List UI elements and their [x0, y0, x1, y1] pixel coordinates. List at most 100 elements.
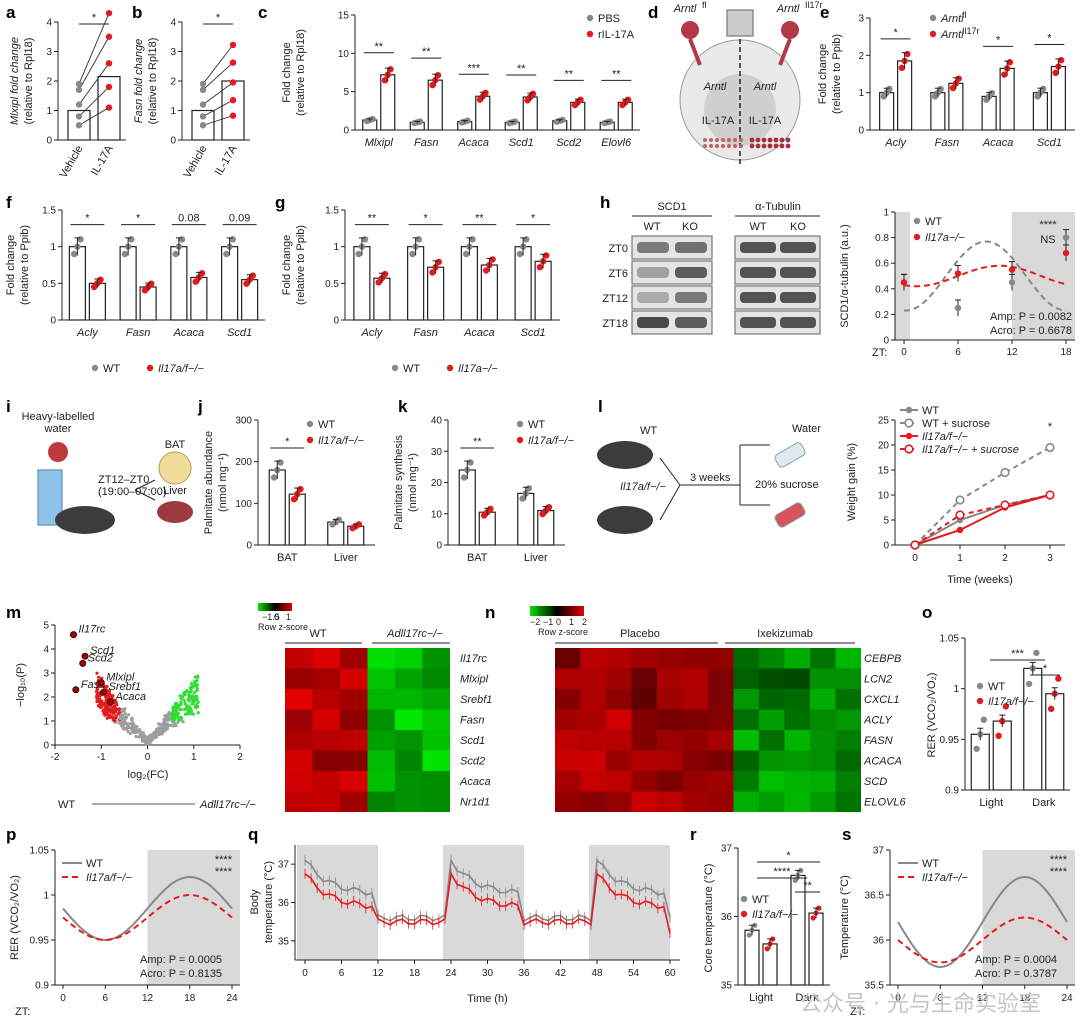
- h-legend-wt-marker: [913, 217, 921, 225]
- m-volcano-point: [148, 734, 152, 739]
- g-ylabel2: (relative to Ppib): [295, 225, 307, 305]
- g-bar-Acaca-WT: [460, 246, 478, 321]
- n-heat-cell: [810, 648, 836, 669]
- a-paired-line: [78, 12, 110, 85]
- h-blot-panel-scd1: [631, 235, 713, 260]
- j-point: [297, 485, 304, 493]
- q-ytick-label: 37: [278, 860, 290, 871]
- m-volcano-point: [189, 690, 193, 694]
- d-vesicle: [715, 144, 719, 148]
- h-point: [954, 304, 962, 312]
- d-label-left: Arntl: [673, 3, 697, 15]
- n-heat-cell: [657, 668, 683, 689]
- m-volcano-point: [134, 729, 138, 733]
- n-heat-cell: [657, 791, 683, 812]
- o-xtick-label: Dark: [1032, 797, 1056, 809]
- m2-heat-cell: [312, 689, 340, 710]
- m-ytick-label: 4: [43, 645, 49, 656]
- e-point: [937, 85, 944, 93]
- m2-heat-cell: [285, 730, 313, 751]
- b-point: [229, 41, 237, 49]
- h-ylabel: SCD1/α-tubulin (a.u.): [839, 224, 851, 328]
- n-heat-cell: [708, 730, 734, 751]
- n-heat-cell: [682, 689, 708, 710]
- n-heat-cell: [708, 750, 734, 771]
- m2-heat-cell: [285, 750, 313, 771]
- m-volcano-point: [160, 723, 164, 727]
- n-scale-tick: 2: [582, 617, 587, 627]
- d-vesicle: [773, 143, 779, 149]
- e-point: [955, 75, 962, 82]
- panel-label-c: c: [258, 3, 267, 22]
- m2-heat-cell: [312, 668, 340, 689]
- m2-heat-cell: [395, 791, 423, 812]
- b-significance: *: [216, 12, 221, 24]
- i-arrow: [134, 479, 156, 491]
- d-vesicle: [715, 138, 719, 142]
- p-xtick-label: 24: [226, 993, 238, 1004]
- l-series-WT + sucrose: [914, 446, 1051, 546]
- f-xtick-label: Acaca: [173, 327, 205, 339]
- k-xtick-label: Liver: [524, 552, 548, 564]
- n-scale-tick: 0: [556, 617, 561, 627]
- s-ylabel: Temperature (°C): [839, 875, 851, 959]
- o-legend-ko-marker: [976, 697, 984, 705]
- panel-label-o: o: [922, 603, 932, 622]
- b-point: [229, 112, 237, 119]
- k-point: [525, 485, 533, 492]
- n-heat-cell: [631, 771, 657, 792]
- m-volcano-point: [178, 694, 182, 698]
- g-significance: *: [423, 213, 428, 225]
- n-heat-cell: [835, 730, 861, 751]
- h-band: [780, 242, 816, 253]
- h-blot-panel-tubulin: [734, 285, 821, 310]
- h-fit-curve-WT: [903, 240, 1067, 312]
- p-xtick-label: 12: [142, 993, 154, 1004]
- h-band: [740, 242, 776, 253]
- h-band: [637, 242, 669, 253]
- h-band: [740, 292, 776, 303]
- s-ytick-label: 37: [873, 846, 885, 857]
- n-heat-cell: [810, 791, 836, 812]
- c-bar-Mlxipl-rIL-17A: [380, 74, 396, 131]
- f-ytick-label: 0.5: [42, 279, 56, 290]
- m2-heat-cell: [367, 750, 395, 771]
- n-heat-cell: [708, 709, 734, 730]
- d-nucleus: [704, 74, 776, 146]
- m-volcano-point: [144, 740, 148, 745]
- f-legend-wt-label: WT: [103, 363, 120, 375]
- m-volcano-point: [196, 711, 200, 715]
- a-ylabel: Mlxipl fold change: [9, 37, 21, 125]
- m2-row-label: Acaca: [459, 776, 491, 788]
- c-point: [429, 81, 436, 89]
- h-sig-wt: ****: [1039, 219, 1057, 231]
- a-point: [105, 60, 113, 67]
- m-ylabel: −log₁₀(P): [15, 663, 27, 707]
- m-ytick-label: 2: [43, 693, 49, 704]
- l-label-wt: WT: [640, 425, 657, 437]
- m-xtick-label: 2: [237, 752, 243, 763]
- m-volcano-point: [165, 715, 169, 719]
- b-point: [229, 59, 237, 66]
- m-volcano-point: [175, 711, 179, 715]
- f-significance: *: [85, 213, 90, 225]
- d-vesicle: [779, 143, 785, 149]
- r-significance: ****: [773, 866, 791, 878]
- g-significance: *: [531, 213, 536, 225]
- b-ytick-label: 0: [170, 136, 176, 147]
- s-ytick-label: 36.5: [865, 891, 885, 902]
- k-xtick-label: BAT: [467, 552, 488, 564]
- m2-heat-cell: [285, 648, 313, 669]
- n-group-placebo: Placebo: [620, 628, 660, 640]
- s-stat-amp: Amp: P = 0.0004: [975, 954, 1057, 966]
- m-volcano-point: [141, 731, 145, 736]
- h-point: [1062, 234, 1070, 241]
- m2-heat-cell: [312, 791, 340, 812]
- l-mouse-wt: [597, 441, 653, 469]
- h-legend-wt-label: WT: [925, 216, 942, 228]
- o-significance: ***: [1011, 648, 1025, 660]
- q-ylabel: Body: [249, 889, 261, 915]
- n-heat-cell: [657, 648, 683, 669]
- e-significance: *: [893, 27, 898, 39]
- n-heat-cell: [682, 791, 708, 812]
